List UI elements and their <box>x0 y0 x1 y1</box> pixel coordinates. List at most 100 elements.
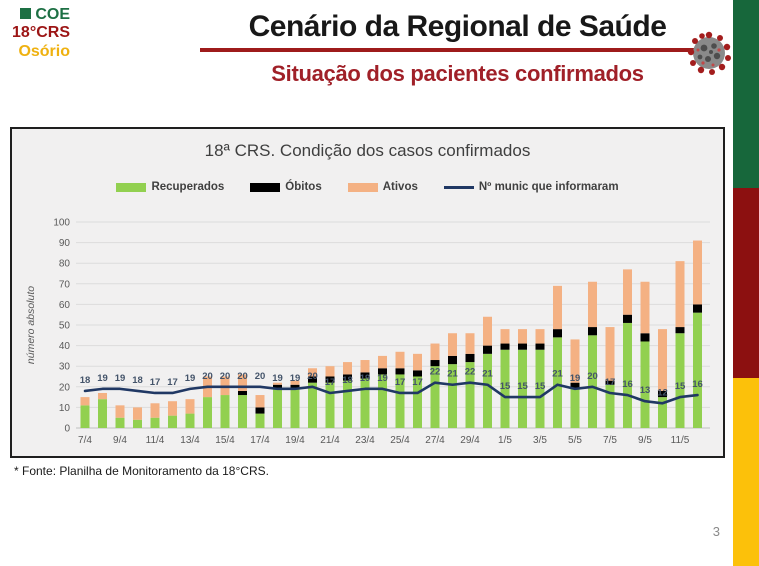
bar-segment-recuperados-19/4 <box>290 388 300 428</box>
bar-segment-ativos-7/5 <box>605 327 615 381</box>
bar-segment--bitos-17/4 <box>255 407 265 414</box>
line-data-label: 21 <box>552 369 563 380</box>
legend-label: Nº munic que informaram <box>478 181 619 193</box>
line-data-label: 12 <box>657 387 668 398</box>
chart-legend: Recuperados Óbitos Ativos Nº munic que info… <box>12 181 723 193</box>
bar-segment-recuperados-29/4 <box>465 362 475 428</box>
bar-segment-ativos-12/5 <box>693 240 702 305</box>
y-axis-title: número absoluto <box>25 286 37 364</box>
bar-segment-ativos-1/5 <box>500 329 510 344</box>
line-data-label: 15 <box>535 381 546 392</box>
x-tick-label: 25/4 <box>390 435 410 446</box>
y-tick-label: 40 <box>59 341 71 352</box>
virus-icon <box>687 31 731 75</box>
legend-swatch-icon <box>347 182 378 192</box>
x-tick-label: 19/4 <box>285 435 305 446</box>
bar-segment--bitos-22/4 <box>343 374 352 381</box>
bar-segment-ativos-24/4 <box>378 355 387 369</box>
bar-segment-ativos-19/4 <box>290 380 300 385</box>
bar-segment-ativos-12/4 <box>168 401 177 416</box>
bar-segment-ativos-25/4 <box>395 351 405 369</box>
bar-segment--bitos-26/4 <box>413 370 422 377</box>
legend-label: Ativos <box>382 181 418 193</box>
bar-segment-ativos-8/4 <box>98 392 107 400</box>
crs-label: 18°CRS <box>12 24 70 42</box>
bar-segment-recuperados-11/5 <box>675 333 685 428</box>
y-tick-label: 70 <box>59 279 71 290</box>
line-data-label: 22 <box>430 367 441 378</box>
bar-segment-ativos-6/5 <box>588 281 597 328</box>
bar-segment--bitos-1/5 <box>500 343 510 350</box>
legend-label: Óbitos <box>285 181 322 193</box>
bar-segment-ativos-10/4 <box>133 407 142 420</box>
y-tick-label: 0 <box>64 424 70 435</box>
bar-segment--bitos-5/5 <box>570 382 580 389</box>
bar-segment-ativos-16/4 <box>238 374 247 391</box>
bar-segment--bitos-29/4 <box>465 353 475 363</box>
y-tick-label: 30 <box>59 362 71 373</box>
bar-segment-recuperados-28/4 <box>448 364 457 428</box>
bar-segment-ativos-13/4 <box>185 399 195 414</box>
x-tick-label: 13/4 <box>180 435 200 446</box>
bar-segment-ativos-17/4 <box>255 395 265 408</box>
coe-logo: COE 18°CRS Osório <box>6 6 70 61</box>
bar-segment--bitos-24/4 <box>378 368 387 375</box>
bar-segment-recuperados-8/4 <box>98 399 107 428</box>
bar-segment-ativos-22/4 <box>343 362 352 375</box>
bar-segment--bitos-16/4 <box>238 390 247 396</box>
bar-segment--bitos-23/4 <box>360 372 370 379</box>
y-tick-label: 80 <box>59 259 71 270</box>
line-data-label: 18 <box>80 375 91 386</box>
bar-segment-recuperados-12/5 <box>693 312 702 428</box>
y-tick-label: 60 <box>59 300 71 311</box>
bar-segment--bitos-9/5 <box>640 333 650 342</box>
bar-segment-ativos-11/4 <box>150 403 160 418</box>
chart-plot: 0 10 20 30 40 50 60 70 80 90 100 número absoluto 7/4… <box>25 218 710 446</box>
line-data-label: 20 <box>202 371 213 382</box>
stripe-yellow <box>733 378 759 566</box>
header: Cenário da Regional de Saúde Situação do… <box>200 10 715 87</box>
bar-segment-ativos-23/4 <box>360 360 370 373</box>
legend-swatch-icon <box>116 182 147 192</box>
line-data-label: 20 <box>307 371 318 382</box>
legend-item-n-munic-que-informaram: Nº munic que informaram <box>443 181 619 193</box>
x-tick-label: 11/5 <box>671 435 690 446</box>
bar-segment--bitos-25/4 <box>395 368 405 375</box>
x-tick-label: 27/4 <box>425 435 445 446</box>
line-data-label: 16 <box>692 379 703 390</box>
bar-segment--bitos-30/4 <box>483 345 492 354</box>
bar-segment-ativos-27/4 <box>430 343 440 361</box>
bar-segment-ativos-10/5 <box>658 329 667 391</box>
bar-segment-recuperados-16/4 <box>238 395 247 428</box>
bar-segment-recuperados-10/4 <box>133 419 142 428</box>
bar-segment-ativos-8/5 <box>623 269 632 315</box>
bar-segment-recuperados-26/4 <box>413 376 422 428</box>
y-tick-label: 20 <box>59 382 71 393</box>
legend-label: Recuperados <box>151 181 225 193</box>
bar-segment--bitos-18/4 <box>273 384 282 389</box>
bar-segment-ativos-4/5 <box>553 285 562 330</box>
bar-segment-ativos-7/4 <box>80 397 90 406</box>
line-data-label: 15 <box>517 381 528 392</box>
line-data-label: 19 <box>115 373 126 384</box>
bar-segment-recuperados-10/5 <box>658 397 667 428</box>
bar-segment--bitos-7/5 <box>605 380 615 385</box>
legend-item-recuperados: Recuperados <box>116 181 224 193</box>
line-data-label: 13 <box>640 385 651 396</box>
bar-segment-recuperados-5/5 <box>570 388 580 428</box>
bar-segment-recuperados-15/4 <box>220 395 230 428</box>
line-data-label: 19 <box>377 373 388 384</box>
page-number: 3 <box>712 524 720 539</box>
bar-segment-recuperados-7/5 <box>605 384 615 428</box>
bar-segment-recuperados-24/4 <box>378 374 387 428</box>
legend-swatch-icon <box>443 185 474 189</box>
bar-segment--bitos-28/4 <box>448 355 457 365</box>
x-tick-label: 9/5 <box>638 435 652 446</box>
x-tick-label: 5/5 <box>568 435 582 446</box>
coe-text: COE <box>35 6 70 23</box>
bar-segment-recuperados-14/4 <box>203 397 212 428</box>
bar-segment-recuperados-9/4 <box>115 417 125 428</box>
legend-item--bitos: Óbitos <box>250 181 322 193</box>
line-data-label: 17 <box>395 377 406 388</box>
x-tick-label: 7/5 <box>603 435 617 446</box>
